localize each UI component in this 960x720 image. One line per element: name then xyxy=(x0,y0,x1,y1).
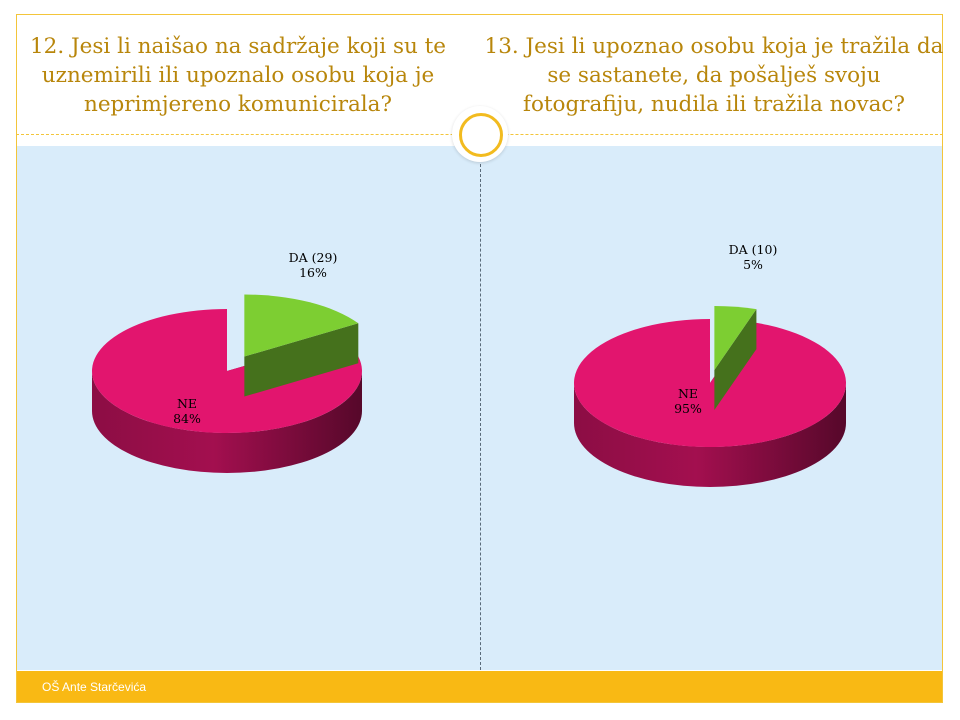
label-da: DA (29) 16% xyxy=(289,250,338,280)
panel-divider xyxy=(480,164,481,670)
pie-slice-da xyxy=(714,305,757,410)
chart-title-left: 12. Jesi li naišao na sadržaje koji su t… xyxy=(29,34,447,117)
pie-chart-left: DA (29) 16% NE 84% xyxy=(92,250,363,473)
pie-slice-ne xyxy=(574,319,846,487)
label-da: DA (10) 5% xyxy=(729,242,778,272)
circle-ornament-icon xyxy=(452,106,508,162)
pie-slice-da xyxy=(244,294,359,397)
chart-title-right: 13. Jesi li upoznao osobu koja je tražil… xyxy=(484,34,944,117)
footer-text: OŠ Ante Starčevića xyxy=(42,680,147,694)
footer-bar: OŠ Ante Starčevića xyxy=(17,671,942,702)
label-ne: NE 84% xyxy=(173,396,201,426)
label-ne: NE 95% xyxy=(674,386,702,416)
pie-chart-right: DA (10) 5% NE 95% xyxy=(574,242,846,487)
ring-icon xyxy=(459,113,503,157)
slide-frame xyxy=(16,14,943,703)
